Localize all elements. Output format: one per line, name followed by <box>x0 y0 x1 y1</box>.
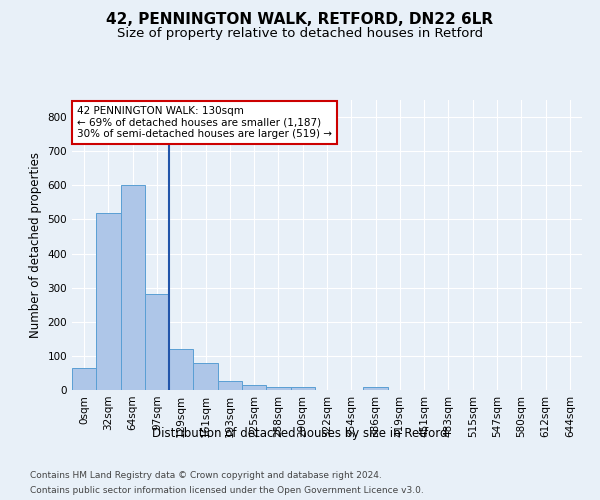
Bar <box>169 349 193 390</box>
Bar <box>364 388 388 390</box>
Text: Size of property relative to detached houses in Retford: Size of property relative to detached ho… <box>117 28 483 40</box>
Bar <box>145 294 169 390</box>
Text: Contains HM Land Registry data © Crown copyright and database right 2024.: Contains HM Land Registry data © Crown c… <box>30 471 382 480</box>
Bar <box>193 364 218 390</box>
Bar <box>72 368 96 390</box>
Bar <box>96 212 121 390</box>
Bar <box>218 382 242 390</box>
Text: 42, PENNINGTON WALK, RETFORD, DN22 6LR: 42, PENNINGTON WALK, RETFORD, DN22 6LR <box>106 12 494 28</box>
Bar <box>242 385 266 390</box>
Bar <box>121 186 145 390</box>
Y-axis label: Number of detached properties: Number of detached properties <box>29 152 42 338</box>
Text: Distribution of detached houses by size in Retford: Distribution of detached houses by size … <box>152 428 448 440</box>
Text: Contains public sector information licensed under the Open Government Licence v3: Contains public sector information licen… <box>30 486 424 495</box>
Bar <box>266 386 290 390</box>
Bar <box>290 386 315 390</box>
Text: 42 PENNINGTON WALK: 130sqm
← 69% of detached houses are smaller (1,187)
30% of s: 42 PENNINGTON WALK: 130sqm ← 69% of deta… <box>77 106 332 139</box>
